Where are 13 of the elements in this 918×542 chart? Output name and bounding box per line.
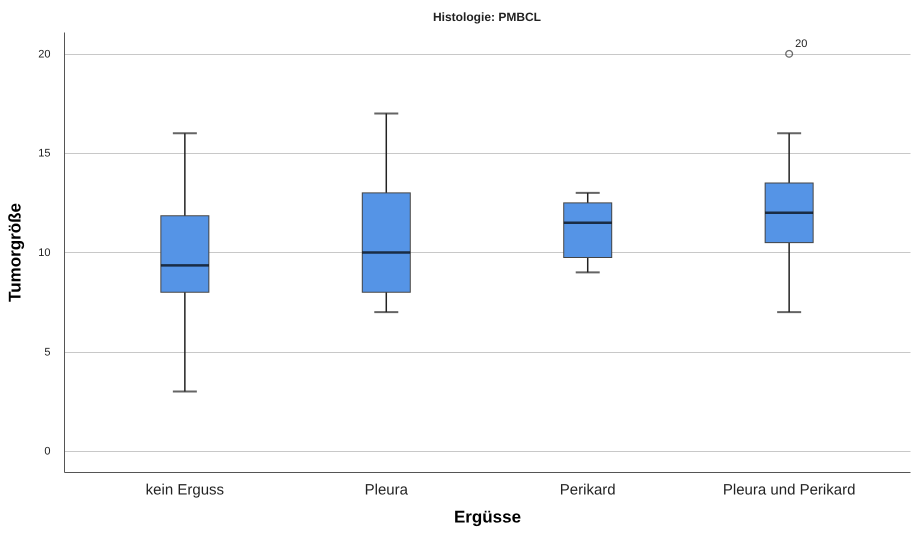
x-tick-label: Pleura und Perikard [722, 482, 856, 498]
y-tick-label: 0 [44, 446, 50, 458]
y-tick-label: 15 [38, 148, 50, 160]
y-tick-label: 5 [44, 346, 50, 358]
annotation: 20 [795, 38, 808, 50]
x-tick-label: Perikard [560, 482, 616, 498]
x-tick-label: Pleura [364, 482, 409, 498]
y-axis-title: Tumorgröße [5, 203, 24, 302]
chart-title: Histologie: PMBCL [433, 10, 541, 24]
y-tick-label: 10 [38, 246, 50, 259]
x-tick-label: kein Erguss [146, 482, 224, 498]
x-axis-title: Ergüsse [454, 508, 522, 526]
y-tick-label: 20 [38, 48, 50, 60]
